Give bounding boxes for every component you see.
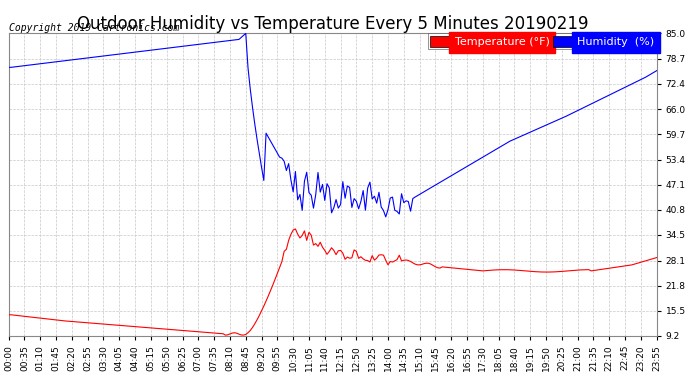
Text: Copyright 2019 Cartronics.com: Copyright 2019 Cartronics.com [9,23,179,33]
Legend: Temperature (°F), Humidity  (%): Temperature (°F), Humidity (%) [428,33,657,49]
Title: Outdoor Humidity vs Temperature Every 5 Minutes 20190219: Outdoor Humidity vs Temperature Every 5 … [77,15,589,33]
